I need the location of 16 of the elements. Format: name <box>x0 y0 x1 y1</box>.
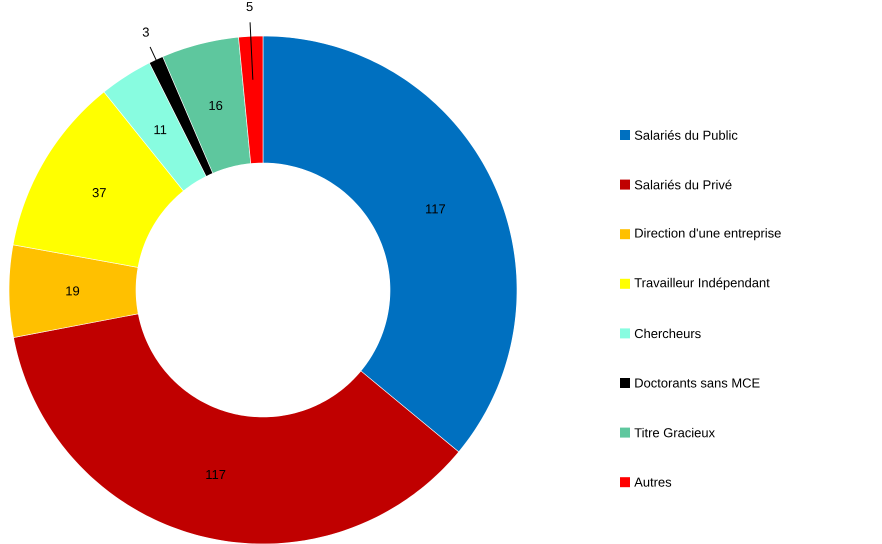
legend-label: Direction d'une entreprise <box>635 228 781 240</box>
data-label: 117 <box>426 204 446 214</box>
legend-label: Travailleur Indépendant <box>634 278 770 290</box>
data-label: 3 <box>142 27 149 37</box>
data-label: 19 <box>66 286 80 296</box>
legend-label: Chercheurs <box>634 328 701 338</box>
legend-label: Doctorants sans MCE <box>635 378 760 388</box>
legend-label: Titre Gracieux <box>634 428 715 438</box>
legend-label: Salariés du Public <box>634 130 738 140</box>
data-label: 5 <box>246 2 253 11</box>
legend-label: Autres <box>634 478 672 487</box>
data-label: 37 <box>92 188 106 198</box>
legend-label: Salariés du Privé <box>634 180 732 190</box>
data-label: 11 <box>154 125 166 134</box>
data-label: 117 <box>206 470 226 479</box>
data-label: 16 <box>209 100 222 110</box>
